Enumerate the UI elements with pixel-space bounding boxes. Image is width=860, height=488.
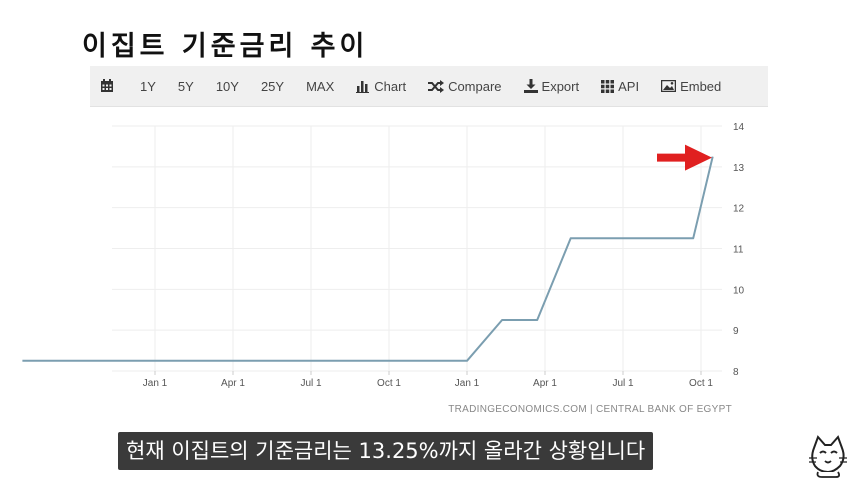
y-tick-label: 11 bbox=[733, 245, 744, 256]
toolbar-5y-button[interactable]: 5Y bbox=[178, 79, 194, 94]
toolbar-25y-button[interactable]: 25Y bbox=[261, 79, 284, 94]
toolbar-embed-button[interactable]: Embed bbox=[661, 79, 721, 94]
shuffle-icon bbox=[428, 79, 445, 93]
toolbar-label: Compare bbox=[448, 78, 502, 94]
toolbar-label: MAX bbox=[306, 78, 335, 94]
toolbar-export-button[interactable]: Export bbox=[523, 78, 580, 94]
x-tick-label: Jan 1 bbox=[143, 378, 168, 389]
toolbar-max-button[interactable]: MAX bbox=[306, 79, 334, 94]
y-tick-label: 13 bbox=[733, 163, 745, 174]
toolbar-1y-button[interactable]: 1Y bbox=[140, 79, 156, 94]
cat-mascot-icon bbox=[806, 434, 850, 482]
subtitle-caption: 현재 이집트의 기준금리는 13.25%까지 올라간 상황입니다 bbox=[118, 432, 654, 470]
download-icon bbox=[523, 79, 538, 93]
toolbar-api-button[interactable]: API bbox=[601, 79, 639, 94]
y-tick-label: 8 bbox=[733, 367, 739, 378]
toolbar-label: 1Y bbox=[140, 78, 156, 94]
page-title: 이집트 기준금리 추이 bbox=[82, 31, 369, 62]
source-label: TRADINGECONOMICS.COM | CENTRAL BANK OF E… bbox=[448, 404, 732, 415]
image-icon bbox=[661, 80, 677, 92]
toolbar-label: Embed bbox=[680, 78, 722, 94]
chart-toolbar: 1Y 5Y 10Y 25Y MAX Chart Compare Export A… bbox=[90, 66, 768, 107]
x-tick-label: Oct 1 bbox=[377, 378, 401, 389]
toolbar-label: Export bbox=[541, 78, 580, 94]
y-tick-label: 12 bbox=[733, 204, 745, 215]
toolbar-10y-button[interactable]: 10Y bbox=[216, 79, 239, 94]
bar-chart-icon bbox=[356, 80, 370, 93]
toolbar-label: 5Y bbox=[177, 78, 194, 94]
toolbar-label: 25Y bbox=[260, 78, 285, 94]
grid-icon bbox=[601, 79, 615, 93]
x-tick-label: Apr 1 bbox=[221, 378, 245, 389]
toolbar-label: Chart bbox=[374, 78, 407, 94]
x-tick-label: Oct 1 bbox=[689, 378, 713, 389]
x-tick-label: Jul 1 bbox=[612, 378, 634, 389]
series-line bbox=[22, 156, 714, 362]
y-tick-label: 10 bbox=[733, 285, 745, 296]
calendar-icon bbox=[100, 79, 114, 93]
toolbar-label: 10Y bbox=[215, 78, 239, 94]
toolbar-item-calendar[interactable] bbox=[100, 79, 118, 93]
x-tick-label: Jul 1 bbox=[300, 378, 322, 389]
toolbar-compare-button[interactable]: Compare bbox=[428, 78, 502, 94]
y-tick-label: 9 bbox=[733, 326, 739, 337]
y-tick-label: 14 bbox=[733, 122, 745, 133]
x-tick-label: Apr 1 bbox=[533, 378, 557, 389]
annotation-arrow-head bbox=[685, 144, 712, 171]
toolbar-chart-button[interactable]: Chart bbox=[356, 79, 406, 94]
toolbar-label: API bbox=[618, 78, 640, 94]
x-tick-label: Jan 1 bbox=[455, 378, 480, 389]
